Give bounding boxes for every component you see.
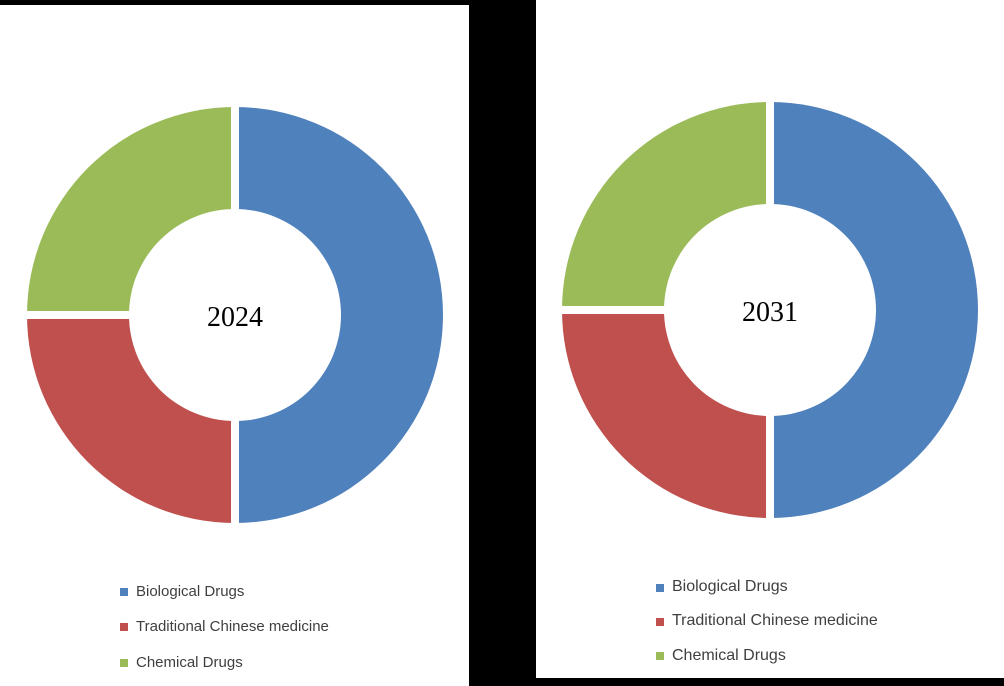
legend-swatch-icon bbox=[120, 658, 128, 667]
legend-item-chemical-drugs: Chemical Drugs bbox=[120, 654, 329, 671]
legend-2031: Biological Drugs Traditional Chinese med… bbox=[656, 578, 878, 665]
chart-panel-2031: 2031 Biological Drugs Traditional Chines… bbox=[536, 0, 1004, 678]
legend-label: Biological Drugs bbox=[136, 583, 245, 600]
legend-swatch-icon bbox=[656, 618, 664, 627]
chart-panel-2024: 2024 Biological Drugs Traditional Chines… bbox=[0, 5, 469, 686]
donut-chart-2024: 2024 bbox=[25, 105, 445, 525]
legend-swatch-icon bbox=[656, 583, 664, 592]
legend-swatch-icon bbox=[656, 652, 664, 661]
donut-slice bbox=[562, 310, 770, 518]
donut-slice bbox=[235, 107, 443, 523]
donut-slice bbox=[27, 107, 235, 315]
donut-slice bbox=[562, 102, 770, 310]
legend-item-biological-drugs: Biological Drugs bbox=[656, 578, 878, 596]
legend-item-traditional-chinese-medicine: Traditional Chinese medicine bbox=[120, 618, 329, 635]
legend-label: Chemical Drugs bbox=[136, 653, 243, 671]
legend-label: Chemical Drugs bbox=[672, 646, 786, 664]
donut-svg bbox=[560, 100, 978, 520]
legend-item-traditional-chinese-medicine: Traditional Chinese medicine bbox=[656, 612, 878, 630]
legend-2024: Biological Drugs Traditional Chinese med… bbox=[120, 583, 329, 671]
legend-label: Traditional Chinese medicine bbox=[672, 612, 878, 630]
legend-item-chemical-drugs: Chemical Drugs bbox=[656, 647, 878, 665]
donut-chart-2031: 2031 bbox=[560, 100, 980, 520]
legend-swatch-icon bbox=[120, 623, 128, 632]
donut-slice bbox=[770, 102, 978, 518]
legend-swatch-icon bbox=[120, 588, 128, 597]
legend-label: Biological Drugs bbox=[672, 578, 788, 595]
legend-label: Traditional Chinese medicine bbox=[136, 618, 329, 636]
donut-slice bbox=[27, 315, 235, 523]
donut-svg bbox=[25, 105, 443, 525]
legend-item-biological-drugs: Biological Drugs bbox=[120, 583, 329, 600]
